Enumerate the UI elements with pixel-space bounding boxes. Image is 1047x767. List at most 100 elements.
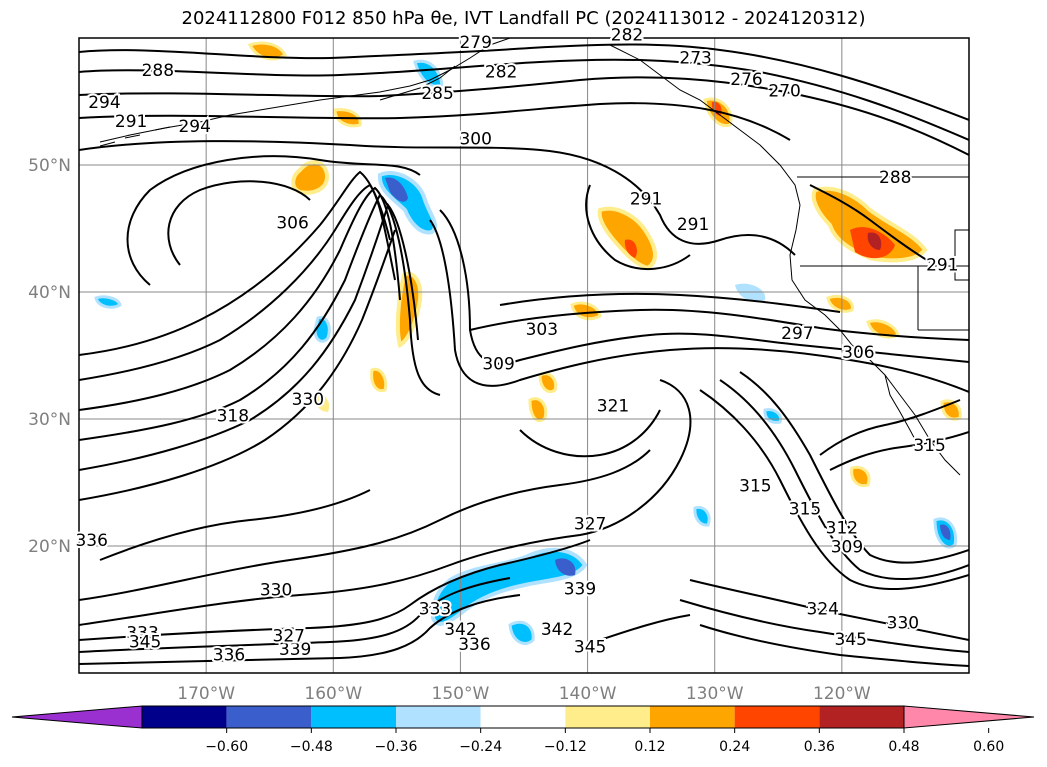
colorbar-frame: [141, 705, 905, 729]
colorbar-segment: [734, 706, 820, 728]
lon-tick-label: 160°W: [304, 684, 362, 704]
shade-blob: [313, 315, 331, 343]
contour-label: 279: [459, 33, 491, 53]
lon-tick-label: 120°W: [813, 684, 871, 704]
shade-blob: [314, 394, 330, 412]
contour-label: 282: [485, 62, 517, 82]
shade-blob: [555, 558, 576, 576]
contour-label: 288: [142, 61, 174, 81]
contour-line: [79, 58, 969, 141]
colorbar-tick-label: 0.24: [719, 739, 750, 755]
shade-blob: [624, 239, 637, 258]
contour-label: 330: [887, 614, 919, 634]
plot-frame: [78, 37, 970, 674]
contour-line: [79, 379, 692, 626]
contour-label: 282: [611, 26, 643, 46]
shade-blob: [826, 294, 854, 313]
bc-coastline: [609, 44, 801, 206]
shade-blob: [940, 524, 951, 540]
contour-line: [79, 43, 969, 121]
contour-line: [79, 102, 791, 141]
contour-label: 300: [459, 130, 491, 150]
contour-label: 291: [630, 189, 662, 209]
contour-label: 336: [213, 645, 245, 665]
shade-blob: [597, 206, 657, 271]
contour-label: 333: [126, 624, 158, 644]
colorbar-extend-high: [903, 705, 1035, 729]
contour-label: 306: [276, 214, 308, 234]
colorbar-segment: [650, 706, 735, 728]
lon-tick-label: 130°W: [686, 684, 744, 704]
contour-label: 336: [75, 531, 107, 551]
contour-label: 315: [913, 436, 945, 456]
contour-label: 333: [419, 600, 451, 620]
contour-line: [99, 489, 371, 561]
contour-label: 339: [279, 640, 311, 660]
shade-blob: [528, 397, 548, 423]
contour-line: [469, 308, 969, 341]
contour-label: 306: [842, 343, 874, 363]
chart-title: 2024112800 F012 850 hPa θe, IVT Landfall…: [181, 8, 866, 29]
shade-blob: [850, 465, 871, 488]
shade-blob: [866, 319, 900, 339]
contour-label: 330: [292, 390, 324, 410]
lat-tick-label: 30°N: [28, 410, 71, 430]
colorbar-tick-label: 0.12: [634, 739, 665, 755]
contour-label: 327: [273, 626, 305, 646]
contour-label: 294: [88, 93, 120, 113]
contour-line: [79, 539, 591, 641]
shade-blob: [735, 283, 766, 302]
contour-label: 309: [482, 354, 514, 374]
colorbar-tick-label: −0.24: [459, 739, 502, 755]
colorbar-tick-label: 0.48: [888, 739, 919, 755]
contour-line: [429, 219, 969, 393]
contour-label: 273: [679, 48, 711, 68]
gridlines: [79, 38, 969, 673]
colorbar: −0.60 −0.48 −0.36 −0.24 −0.12 0.12 0.24 0.36 0.4…: [11, 705, 1035, 755]
shade-blob: [693, 505, 711, 527]
colorbar-tick-label: −0.12: [544, 739, 587, 755]
contour-label: 339: [564, 579, 596, 599]
contour-label: 294: [178, 117, 210, 137]
contour-label: 315: [789, 499, 821, 519]
contour-label: 312: [826, 518, 858, 538]
contour-label: 336: [458, 635, 490, 655]
contour-label: 321: [597, 396, 629, 416]
contour-line: [819, 399, 961, 456]
lon-tick-label: 140°W: [559, 684, 617, 704]
latitude-labels: 50°N 40°N 30°N 20°N: [28, 156, 71, 557]
contour-label: 345: [835, 630, 867, 650]
aleutian-islands: [99, 120, 201, 147]
contour-line: [79, 193, 441, 441]
contour-line: [79, 202, 419, 471]
colorbar-tick-label: −0.36: [375, 739, 418, 755]
lat-tick-label: 20°N: [28, 537, 71, 557]
contour-label: 288: [879, 168, 911, 188]
contour-line: [829, 431, 969, 471]
contour-line: [699, 624, 969, 667]
shade-blob: [94, 295, 122, 309]
baja-coastline: [884, 374, 919, 446]
contour-label: 297: [781, 324, 813, 344]
colorbar-tick-label: −0.60: [205, 739, 248, 755]
contour-label: 324: [807, 600, 839, 620]
lat-tick-label: 50°N: [28, 156, 71, 176]
colorbar-extend-low: [11, 705, 143, 729]
contour-label: 342: [444, 620, 476, 640]
colorbar-segment: [565, 706, 650, 728]
us-state-border: [954, 229, 969, 281]
contour-line: [679, 599, 969, 653]
shade-blob: [867, 232, 882, 250]
us-state-border: [800, 265, 969, 331]
contour-line: [719, 379, 969, 580]
colorbar-segment: [480, 706, 566, 728]
colorbar-tick-label: 0.60: [973, 739, 1004, 755]
shade-blob: [370, 367, 388, 393]
contour-line: [519, 409, 661, 458]
contour-line: [79, 449, 651, 601]
contour-label: 291: [677, 215, 709, 235]
contour-label: 270: [768, 81, 800, 101]
lon-tick-label: 170°W: [177, 684, 235, 704]
